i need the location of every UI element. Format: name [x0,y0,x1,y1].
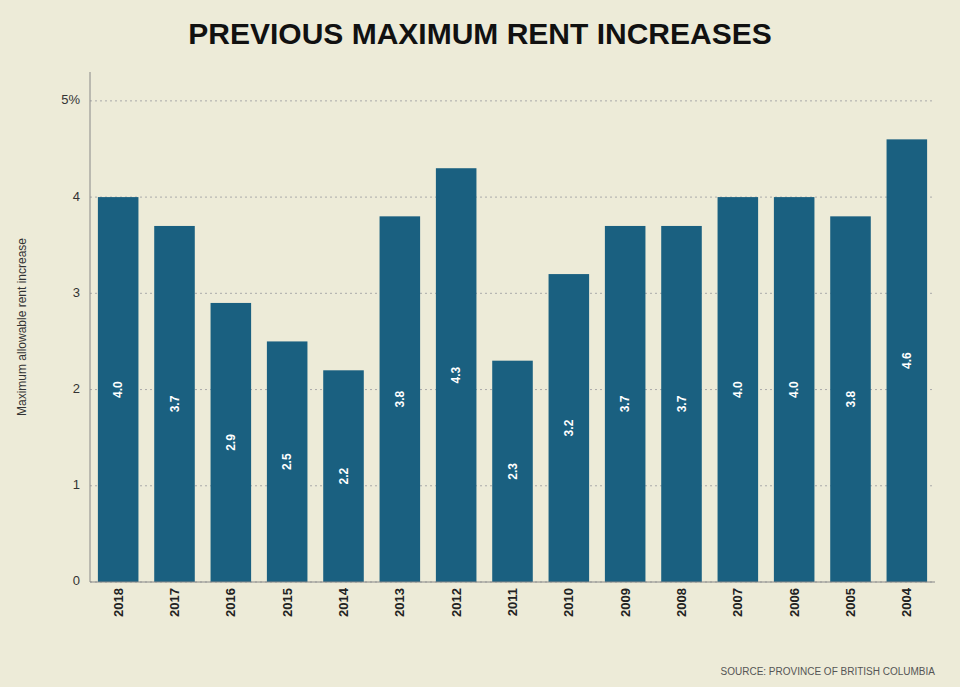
data-label: 2.2 [337,467,351,484]
bar [605,226,646,582]
grid-line [90,100,935,101]
bar [323,370,364,582]
x-tick-label: 2012 [449,588,464,617]
x-tick-label: 2014 [336,587,351,617]
x-tick-label: 2010 [561,588,576,617]
data-label: 3.7 [618,395,632,412]
data-label: 4.0 [731,381,745,398]
grid [90,101,935,582]
bar [887,139,928,582]
bar [661,226,702,582]
data-label: 4.3 [449,366,463,383]
data-label: 2.5 [280,453,294,470]
data-label: 3.7 [675,395,689,412]
x-tick-label: 2005 [843,588,858,617]
y-axis-label: Maximum allowable rent increase [15,238,29,416]
y-tick-label: 0 [73,573,80,588]
data-label: 2.3 [506,463,520,480]
x-tick-label: 2015 [280,588,295,617]
data-label: 3.8 [844,391,858,408]
title: PREVIOUS MAXIMUM RENT INCREASES [188,17,771,50]
bar [154,226,195,582]
data-label: 3.8 [393,391,407,408]
data-label: 4.0 [111,381,125,398]
y-tick-label: 2 [73,381,80,396]
bar [211,303,252,582]
x-tick-label: 2011 [505,588,520,616]
bar [267,341,308,582]
x-tick-label: 2018 [111,588,126,617]
bar [830,216,871,582]
bar [98,197,139,582]
y-tick-label: 4 [73,189,80,204]
y-tick-label: 3 [73,285,80,300]
bars [98,139,927,582]
x-tick-label: 2009 [618,588,633,617]
data-label: 2.9 [224,434,238,451]
x-tick-label: 2007 [730,588,745,617]
bar [718,197,759,582]
bar [774,197,815,582]
data-label: 4.6 [900,352,914,369]
data-label: 3.2 [562,419,576,436]
grid-line [90,582,935,583]
x-tick-label: 2008 [674,588,689,617]
bar [492,361,533,582]
chart: 0 1 2 3 4 5% 4.0 3.7 2.9 2.5 2.2 3.8 4.3 2.3 3.2 3.7 3.7… [0,0,960,687]
x-tick-label: 2017 [167,588,182,617]
bar [380,216,421,582]
y-axis-line [90,72,91,582]
x-axis-line [90,582,935,583]
bar [549,274,590,582]
y-tick-label: 5% [61,92,80,107]
data-label: 3.7 [168,395,182,412]
x-tick-label: 2004 [899,587,914,617]
x-tick-label: 2016 [223,588,238,617]
source: SOURCE: PROVINCE OF BRITISH COLUMBIA [721,666,936,677]
data-label: 4.0 [787,381,801,398]
x-tick-label: 2013 [392,588,407,617]
x-tick-label: 2006 [787,588,802,617]
bar [436,168,477,582]
background [0,0,960,687]
y-tick-label: 1 [73,477,80,492]
